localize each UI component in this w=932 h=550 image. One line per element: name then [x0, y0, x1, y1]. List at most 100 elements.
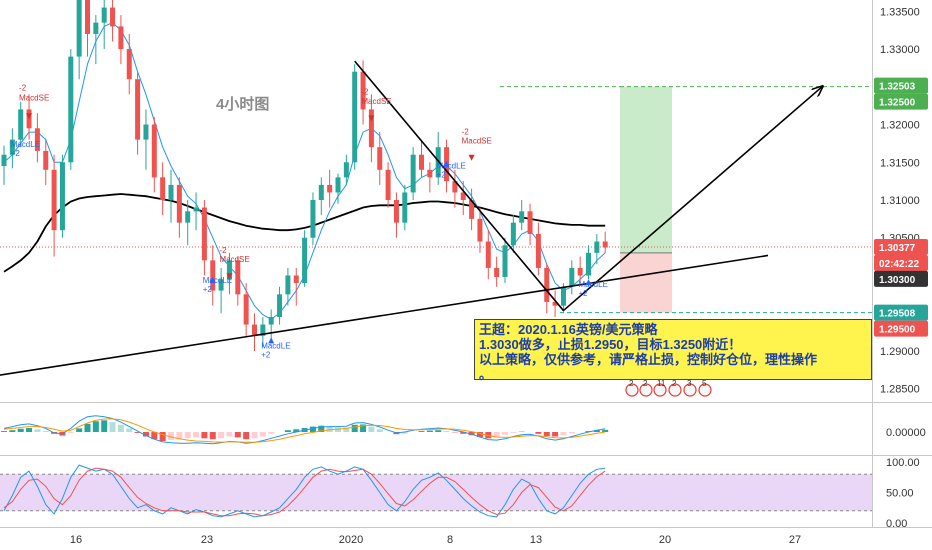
target-zone [620, 86, 672, 253]
macd-histogram-bar [460, 432, 467, 434]
price-tick-label: 1.28500 [880, 384, 920, 396]
macd-histogram-bar [67, 432, 74, 433]
macd-histogram-bar [360, 424, 367, 432]
macd-histogram-bar [218, 432, 225, 439]
candle-body [1, 154, 7, 167]
buy-arrow-icon [443, 160, 450, 167]
stop-price-badge: 1.29508 [879, 309, 916, 320]
macd-histogram-bar [568, 432, 575, 434]
price-tick-label: 1.31500 [880, 157, 920, 169]
candle-body [560, 286, 566, 306]
macd-histogram-bar [184, 432, 191, 439]
macd-histogram-bar [1, 431, 7, 432]
buy-arrow-icon [209, 276, 216, 283]
macd-histogram-bar [251, 432, 258, 439]
macd-histogram-bar [543, 432, 550, 436]
candle-body [594, 241, 600, 253]
sell-arrow-icon [26, 113, 33, 120]
macd-histogram-bar [510, 432, 517, 433]
price-tick-label: 1.29000 [880, 346, 920, 358]
event-flag-icon [683, 383, 697, 397]
time-tick-label: 13 [530, 534, 542, 546]
macd-histogram-bar [259, 432, 266, 437]
trade-zones [0, 86, 872, 314]
signal-markers: -2MacdSEMacdLE+2-2MacdSEMacdLE+2MacdLE+2… [11, 84, 608, 360]
projection-arrow [562, 87, 822, 312]
note-line-3: 以上策略，仅供参考，请严格止损，控制好仓位，理性操作 [479, 352, 818, 367]
stochastic-panel: 100.00 50.00 0.00 [0, 457, 920, 530]
trendlines [0, 60, 822, 376]
signal-label: -2 [219, 246, 227, 255]
macd-histogram-bar [351, 424, 358, 432]
event-badge-count: 3 [687, 379, 692, 388]
macd-histogram-bar [9, 430, 16, 432]
candle-body [302, 237, 308, 284]
macd-histogram-bar [560, 432, 567, 436]
candle-body [9, 139, 15, 155]
candle-body [385, 169, 391, 200]
macd-panel: 0.00000 [1, 415, 926, 445]
candle-body [243, 294, 249, 325]
macd-histogram-bar [335, 427, 341, 432]
timeframe-label: 4小时图 [216, 96, 269, 113]
entry-price-badge-bg [874, 270, 928, 287]
time-tick-label: 8 [447, 534, 453, 546]
entry-price-badge: 1.30300 [879, 275, 916, 286]
macd-histogram-bar [84, 423, 91, 432]
candle-body [469, 200, 475, 219]
signal-label: MacdLE [11, 140, 40, 149]
candle-body [602, 241, 608, 248]
support-trendline [0, 254, 769, 376]
signal-label: +2 [203, 285, 213, 294]
note-line-4: 。 [479, 367, 493, 382]
macd-histogram-bar [443, 431, 450, 432]
macd-histogram-bar [602, 429, 609, 432]
macd-histogram-bar [268, 432, 275, 434]
price-tick-label: 1.33500 [880, 6, 920, 18]
candle-body [210, 260, 216, 291]
candle-body [168, 184, 174, 200]
candle-body [277, 294, 283, 317]
signal-label: MacdLE [437, 161, 466, 170]
event-badge-count: 2 [629, 379, 634, 388]
macd-signal-line [3, 418, 606, 443]
candle-body [327, 184, 333, 193]
candle-body [110, 7, 116, 27]
macd-histogram-bar [435, 430, 442, 432]
macd-histogram-bar [535, 432, 542, 434]
price-tick-label: 1.33000 [880, 44, 920, 56]
candle-body [59, 162, 65, 231]
event-flag-icon [625, 383, 639, 397]
candle-body [410, 154, 416, 193]
macd-histogram-bar [343, 427, 350, 432]
macd-histogram-bar [134, 432, 141, 433]
grid-lines [0, 0, 932, 528]
event-badge-count: 5 [702, 379, 707, 388]
candle-body [51, 169, 57, 231]
event-flag-icon [653, 383, 667, 397]
candle-body [43, 150, 49, 170]
event-badges[interactable]: 2 2 11 2 3 5 [625, 379, 712, 397]
time-tick-label: 2020 [339, 534, 363, 546]
candle-body [310, 200, 316, 238]
event-badge-count: 2 [643, 379, 648, 388]
macd-histogram-bar [493, 432, 500, 438]
price-tick-label: 1.32000 [880, 120, 920, 132]
slow-ma-line [3, 193, 606, 273]
macd-histogram-bar [318, 425, 325, 432]
countdown-badge-bg [874, 255, 928, 272]
candle-body [427, 169, 433, 178]
macd-histogram-bar [401, 432, 408, 434]
candle-body [68, 56, 74, 163]
candle-body [377, 147, 383, 170]
candle-body [193, 207, 199, 212]
candle-body [76, 0, 82, 57]
candle-body [126, 49, 132, 80]
candle-body [402, 192, 408, 223]
candle-body [519, 211, 525, 223]
macd-histogram-bar [76, 428, 83, 432]
sell-arrow-icon [468, 154, 475, 161]
stop-level-badge: 1.29500 [879, 325, 916, 336]
macd-histogram-bar [476, 432, 483, 438]
candle-body [485, 241, 491, 268]
